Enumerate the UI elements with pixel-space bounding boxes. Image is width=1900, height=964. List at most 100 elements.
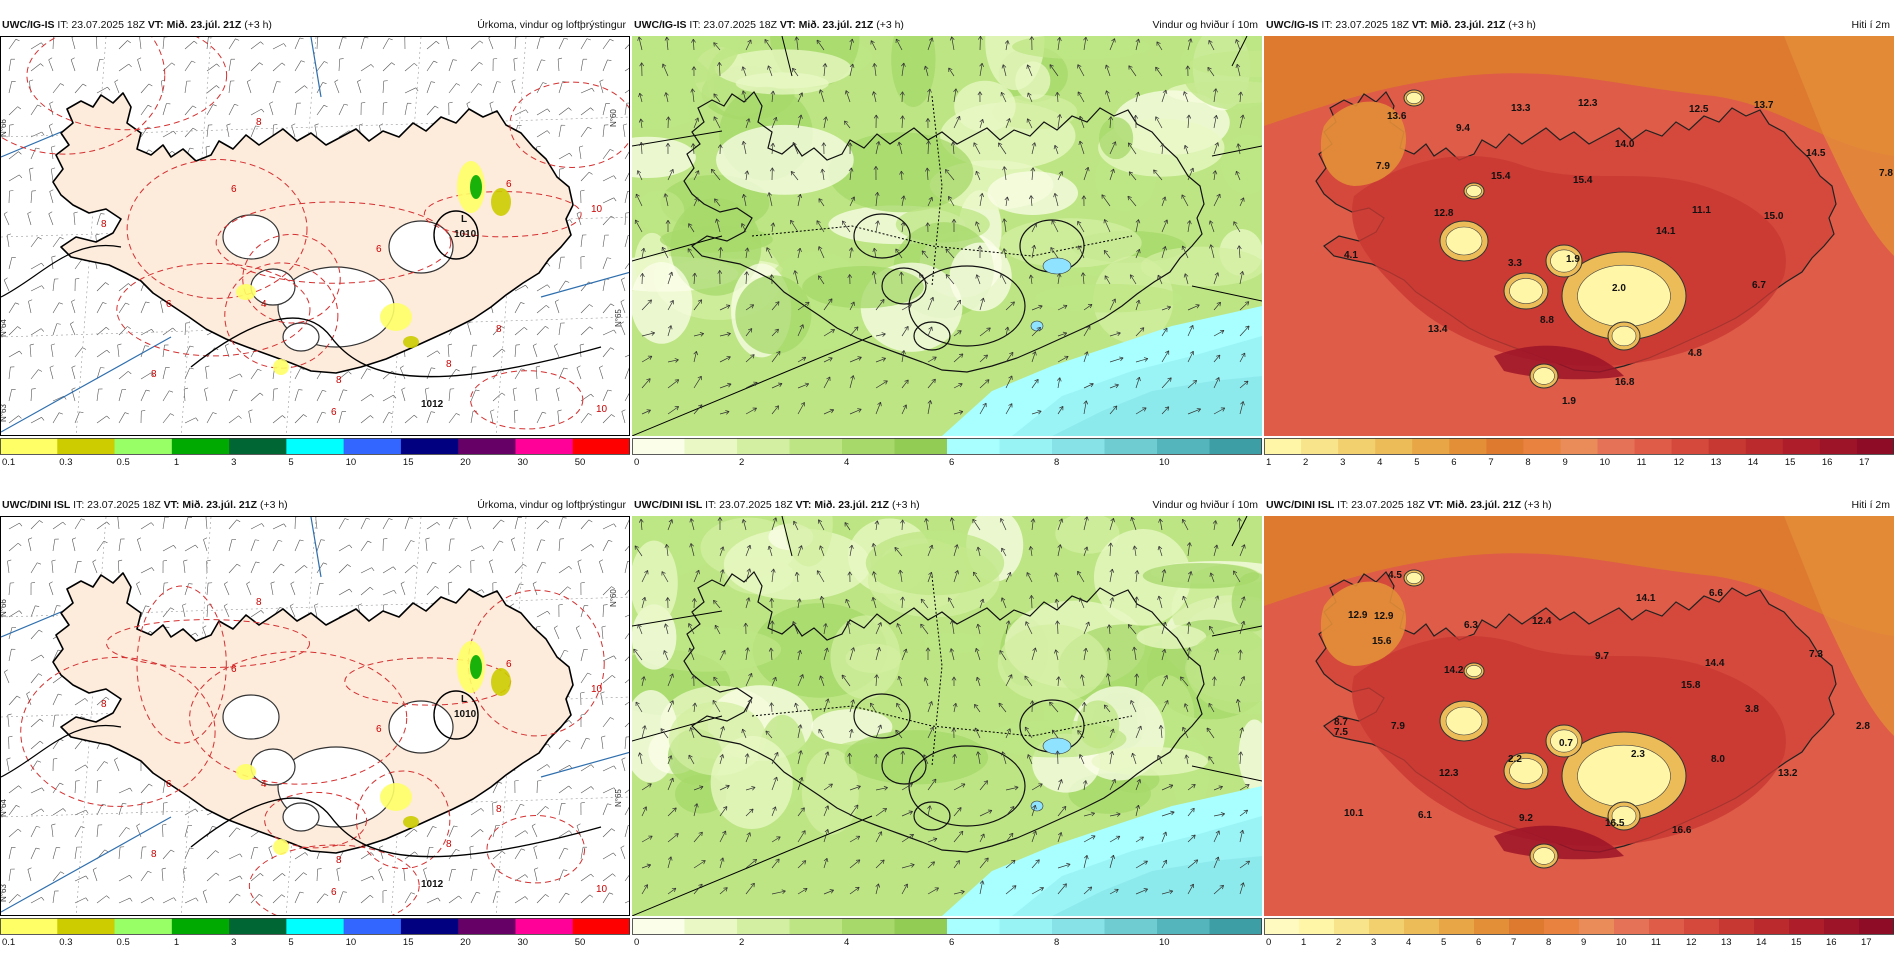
precip-contour-label: 8	[496, 804, 502, 815]
temperature-label: 12.9	[1374, 611, 1394, 622]
colorbar-tick-label: 7	[1511, 937, 1516, 948]
colorbar-tick-label: 6	[1451, 457, 1456, 468]
grid-coordinate-label: N°63	[1, 884, 8, 902]
temperature-label: 2.2	[1508, 754, 1522, 765]
temperature-label: 15.4	[1491, 171, 1511, 182]
colorbar-tick-label: 15	[403, 937, 414, 948]
colorbar-swatch	[0, 918, 58, 934]
precip-contour-label: 6	[331, 887, 337, 898]
colorbar-swatch	[947, 918, 1000, 934]
colorbar-tick-label: 14	[1748, 457, 1759, 468]
colorbar-swatch	[515, 438, 573, 454]
temperature-label: 15.4	[1573, 175, 1593, 186]
colorbar-swatch	[1375, 438, 1413, 454]
precip-contour-label: 8	[446, 839, 452, 850]
colorbar-swatch	[172, 918, 230, 934]
grid-coordinate-label: N°66	[1, 119, 8, 137]
precip-contour-label: 4	[261, 299, 267, 310]
temperature-label: 7.8	[1879, 168, 1893, 179]
precip-contour-label: 10	[591, 204, 603, 215]
colorbar-tick-label: 0	[634, 937, 639, 948]
colorbar-swatch	[1719, 918, 1755, 934]
panel-precip-row1: UWC/IG-IS IT: 23.07.2025 18Z VT: Mið. 23…	[0, 14, 630, 484]
grid-coordinate-label: N°65	[614, 309, 623, 327]
temperature-label: 16.5	[1605, 818, 1625, 829]
colorbar-tick-label: 10	[346, 937, 357, 948]
grid-coordinate-label: N°60	[609, 589, 618, 607]
lead-time: (+3 h)	[876, 19, 904, 31]
precip-contour-label: 4	[261, 779, 267, 790]
panel-wind-row1: UWC/IG-IS IT: 23.07.2025 18Z VT: Mið. 23…	[632, 14, 1262, 484]
colorbar-swatch	[1157, 918, 1210, 934]
panel-header: UWC/DINI ISL IT: 23.07.2025 18Z VT: Mið.…	[634, 494, 1260, 516]
colorbar-swatch	[947, 438, 1000, 454]
colorbar-swatch	[458, 438, 516, 454]
colorbar-swatch	[1672, 438, 1710, 454]
colorbar-tick-label: 15	[403, 457, 414, 468]
temperature-label: 13.6	[1387, 111, 1407, 122]
temperature-label: 14.0	[1615, 139, 1635, 150]
colorbar-swatch	[344, 918, 402, 934]
colorbar-tick-label: 15	[1785, 457, 1796, 468]
precip-contour-label: 8	[256, 117, 262, 128]
panel-header: UWC/DINI ISL IT: 23.07.2025 18Z VT: Mið.…	[1266, 494, 1892, 516]
colorbar-swatch	[57, 918, 115, 934]
colorbar-swatch	[401, 438, 459, 454]
colorbar-swatch	[685, 438, 738, 454]
colorbar-swatch	[115, 918, 173, 934]
temperature-label: 1.9	[1562, 396, 1576, 407]
temperature-label: 7.3	[1809, 649, 1823, 660]
colorbar-swatch	[1000, 438, 1053, 454]
temperature-label: 11.1	[1692, 205, 1711, 216]
colorbar-swatch	[1299, 918, 1335, 934]
colorbar-swatch	[1649, 918, 1685, 934]
panel-temp-row1: UWC/IG-IS IT: 23.07.2025 18Z VT: Mið. 23…	[1264, 14, 1894, 484]
colorbar-tick-label: 0.5	[117, 457, 130, 468]
colorbar-swatch	[1000, 918, 1053, 934]
colorbar-tick-label: 10	[346, 457, 357, 468]
colorbar-tick-label: 4	[1406, 937, 1411, 948]
colorbar-tick-label: 10	[1159, 457, 1170, 468]
colorbar-swatch	[1746, 438, 1784, 454]
temperature-label: 15.6	[1372, 636, 1392, 647]
precip-contour-label: 8	[336, 855, 342, 866]
temperature-label: 6.7	[1752, 280, 1766, 291]
colorbar-swatch	[632, 438, 685, 454]
valid-time: Mið. 23.júl. 21Z	[1446, 499, 1521, 511]
temperature-label: 1.9	[1566, 254, 1580, 265]
wind-colorbar: 02468101214	[632, 438, 1262, 470]
colorbar-tick-label: 6	[949, 937, 954, 948]
panel-header: UWC/IG-IS IT: 23.07.2025 18Z VT: Mið. 23…	[634, 14, 1260, 36]
model-name: UWC/IG-IS	[1266, 19, 1319, 31]
temperature-label: 15.8	[1681, 680, 1701, 691]
precip-contour-label: 8	[151, 849, 157, 860]
temperature-label: 3.8	[1745, 704, 1759, 715]
temperature-label: 13.2	[1778, 768, 1798, 779]
colorbar-swatch	[573, 918, 630, 934]
temperature-label: 12.9	[1348, 610, 1368, 621]
precip-contour-label: 6	[506, 659, 512, 670]
panel-precip-row2: UWC/DINI ISL IT: 23.07.2025 18Z VT: Mið.…	[0, 494, 630, 964]
grid-coordinate-label: N°65	[614, 789, 623, 807]
precip-contour-label: 6	[506, 179, 512, 190]
precip-contour-label: 8	[446, 359, 452, 370]
colorbar-swatch	[286, 438, 344, 454]
colorbar-tick-label: 17	[1859, 457, 1870, 468]
colorbar-swatch	[1334, 918, 1370, 934]
grid-coordinate-label: N°63	[1, 404, 8, 422]
colorbar-tick-label: 6	[949, 457, 954, 468]
colorbar-tick-label: 3	[1371, 937, 1376, 948]
colorbar-swatch	[1579, 918, 1615, 934]
colorbar-tick-label: 8	[1054, 937, 1059, 948]
colorbar-tick-label: 7	[1488, 457, 1493, 468]
colorbar-tick-label: 16	[1826, 937, 1837, 948]
temperature-label: 4.8	[1688, 348, 1702, 359]
low-pressure-letter: L	[461, 694, 467, 705]
colorbar-swatch	[286, 918, 344, 934]
colorbar-swatch	[0, 438, 58, 454]
colorbar-swatch	[737, 438, 790, 454]
grid-coordinate-label: N°66	[1, 599, 8, 617]
colorbar-swatch	[1684, 918, 1720, 934]
colorbar-swatch	[895, 918, 948, 934]
colorbar-tick-label: 2	[1303, 457, 1308, 468]
